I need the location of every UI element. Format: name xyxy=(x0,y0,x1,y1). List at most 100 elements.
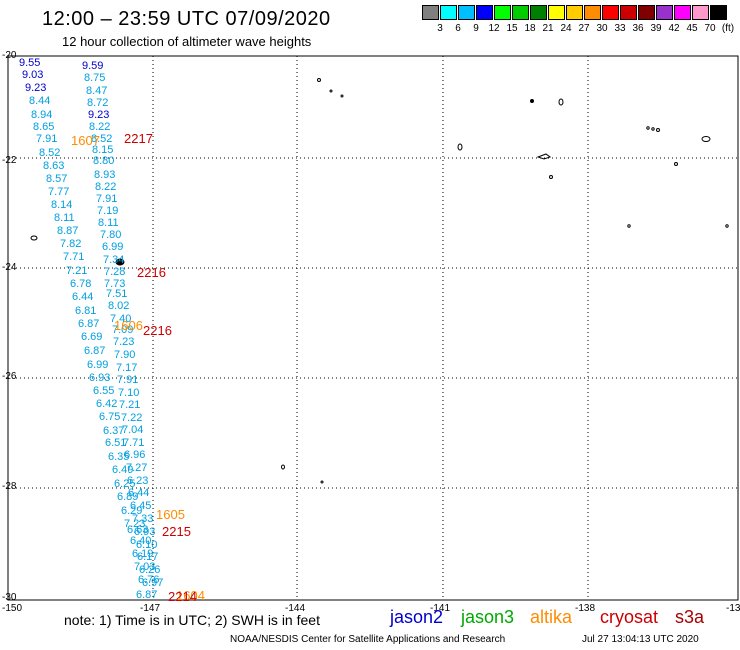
wave-height-value: 7.09 xyxy=(112,324,133,336)
longitude-label: -13 xyxy=(726,603,740,614)
legend-label: 30 xyxy=(596,23,608,34)
wave-height-value: 6.44 xyxy=(72,291,93,303)
wave-height-value: 6.51 xyxy=(105,437,126,449)
latitude-label: -24 xyxy=(2,262,17,273)
island xyxy=(530,99,534,103)
wave-height-value: 6.37 xyxy=(103,425,124,437)
wave-height-value: 8.57 xyxy=(46,173,67,185)
wave-height-value: 8.44 xyxy=(29,95,50,107)
island xyxy=(536,153,552,160)
wave-height-value: 7.03 xyxy=(134,561,155,573)
legend-label: 24 xyxy=(560,23,572,34)
island xyxy=(30,235,38,241)
island xyxy=(320,480,324,484)
legend-label: 27 xyxy=(578,23,590,34)
wave-height-value: 8.94 xyxy=(31,109,52,121)
wave-height-value: 7.80 xyxy=(100,229,121,241)
wave-height-value: 6.49 xyxy=(112,464,133,476)
wave-height-value: 8.93 xyxy=(94,169,115,181)
wave-height-value: 6.75 xyxy=(99,411,120,423)
wave-height-value: 7.33 xyxy=(132,513,153,525)
wave-height-value: 7.34 xyxy=(103,254,124,266)
legend-label: (ft) xyxy=(721,23,735,34)
satellite-label: jason2 xyxy=(390,607,444,627)
legend-swatch xyxy=(584,5,601,20)
map-grid xyxy=(7,55,739,601)
wave-height-value: 8.75 xyxy=(84,72,105,84)
island xyxy=(674,162,678,166)
wave-height-value: 7.91 xyxy=(96,193,117,205)
time-label: 1606 xyxy=(114,318,143,333)
legend-swatch xyxy=(638,5,655,20)
legend-label: 12 xyxy=(488,23,500,34)
wave-height-value: 7.23 xyxy=(124,518,145,530)
wave-height-value: 6.97 xyxy=(142,577,163,589)
footer-note: note: 1) Time is in UTC; 2) SWH is in fe… xyxy=(64,612,320,628)
wave-height-value: 6.87 xyxy=(136,589,157,601)
wave-height-value: 6.19 xyxy=(132,548,153,560)
wave-height-value: 8.80 xyxy=(93,155,114,167)
wave-height-value: 6.76 xyxy=(138,574,159,586)
legend-label: 21 xyxy=(542,23,554,34)
wave-height-value: 7.21 xyxy=(66,265,87,277)
legend-swatch xyxy=(476,5,493,20)
wave-height-value: 6.25 xyxy=(114,478,135,490)
wave-height-value: 7.10 xyxy=(118,387,139,399)
island xyxy=(725,224,729,228)
legend-swatch xyxy=(674,5,691,20)
legend-label: 70 xyxy=(704,23,716,34)
wave-height-track: 9.559.039.238.448.948.657.918.528.638.57… xyxy=(19,57,205,604)
wave-height-value: 6.96 xyxy=(124,449,145,461)
legend-label: 18 xyxy=(524,23,536,34)
legend-label: 42 xyxy=(668,23,680,34)
map-title: 12:00 – 23:59 UTC 07/09/2020 xyxy=(42,8,331,30)
wave-height-value: 6.89 xyxy=(117,491,138,503)
wave-height-value: 7.22 xyxy=(121,412,142,424)
satellite-label: s3a xyxy=(675,607,705,627)
longitude-label: -150 xyxy=(2,603,22,614)
latitude-label: -30 xyxy=(2,592,17,603)
wave-height-value: 6.87 xyxy=(78,318,99,330)
wave-height-value: 9.23 xyxy=(88,109,109,121)
wave-height-value: 6.42 xyxy=(96,398,117,410)
latitude-label: -20 xyxy=(2,50,17,61)
wave-height-value: 8.65 xyxy=(33,121,54,133)
legend-label: 39 xyxy=(650,23,662,34)
island xyxy=(457,143,463,151)
legend-swatch xyxy=(530,5,547,20)
wave-height-value: 8.72 xyxy=(87,97,108,109)
island xyxy=(317,78,321,82)
island xyxy=(281,464,285,470)
wave-height-value: 8.52 xyxy=(91,133,112,145)
time-label: 1604 xyxy=(176,588,205,603)
legend-label: 33 xyxy=(614,23,626,34)
wave-height-value: 6.93 xyxy=(134,526,155,538)
island xyxy=(558,98,564,106)
island xyxy=(115,258,125,266)
wave-height-value: 6.78 xyxy=(70,278,91,290)
footer-timestamp: Jul 27 13:04:13 UTC 2020 xyxy=(582,634,699,645)
wave-height-value: 6.26 xyxy=(139,564,160,576)
legend-swatch xyxy=(458,5,475,20)
longitude-label: -147 xyxy=(140,603,160,614)
satellite-label: cryosat xyxy=(600,607,659,627)
wave-height-value: 6.35 xyxy=(108,451,129,463)
island xyxy=(340,94,344,98)
wave-height-value: 6.81 xyxy=(75,305,96,317)
wave-height-value: 6.69 xyxy=(81,331,102,343)
legend-swatch xyxy=(512,5,529,20)
wave-height-value: 6.29 xyxy=(121,505,142,517)
island xyxy=(656,128,660,132)
time-label: 1607 xyxy=(71,133,100,148)
legend-swatch xyxy=(602,5,619,20)
legend-label: 9 xyxy=(473,23,479,34)
satellite-label: jason3 xyxy=(461,607,515,627)
island xyxy=(549,175,553,179)
wave-height-value: 7.27 xyxy=(126,462,147,474)
wave-height-value: 8.63 xyxy=(43,160,64,172)
longitude-label: -138 xyxy=(575,603,595,614)
wave-height-value: 6.93 xyxy=(89,372,110,384)
longitude-label: -141 xyxy=(430,603,450,614)
time-label: 1605 xyxy=(156,507,185,522)
